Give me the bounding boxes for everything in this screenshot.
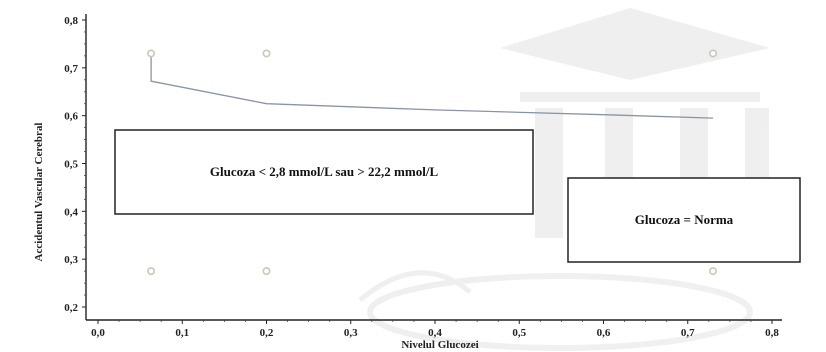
x-tick-label: 0,8 bbox=[765, 327, 779, 339]
y-axis-title: Accidentul Vascular Cerebral bbox=[33, 123, 45, 262]
x-tick-label: 0,5 bbox=[512, 327, 526, 339]
x-tick-label: 0,1 bbox=[175, 327, 189, 339]
data-point bbox=[709, 49, 718, 58]
y-tick-label: 0,2 bbox=[64, 302, 78, 314]
y-tick-label: 0,5 bbox=[64, 159, 78, 171]
y-tick-label: 0,4 bbox=[64, 206, 78, 218]
data-point bbox=[147, 267, 156, 276]
annotation-box-abnormal: Glucoza < 2,8 mmol/L sau > 22,2 mmol/L bbox=[114, 129, 534, 215]
annotation-box-normal: Glucoza = Norma bbox=[567, 177, 801, 263]
x-tick-label: 0,6 bbox=[597, 327, 611, 339]
x-tick-label: 0,4 bbox=[428, 327, 442, 339]
data-point bbox=[262, 267, 271, 276]
x-tick-label: 0,7 bbox=[681, 327, 695, 339]
data-point bbox=[262, 49, 271, 58]
plot-axes: 0,0 0,1 0,2 0,3 0,4 0,5 0,6 0,7 0,8 0,2 0,3 0,4 0,5 0… bbox=[64, 14, 782, 339]
y-tick-label: 0,7 bbox=[64, 63, 78, 75]
x-axis-title: Nivelul Glucozei bbox=[401, 339, 478, 351]
y-tick-label: 0,6 bbox=[64, 111, 78, 123]
x-tick-label: 0,3 bbox=[344, 327, 358, 339]
annotation-normal-label: Glucoza = Norma bbox=[635, 212, 734, 227]
y-tick-label: 0,8 bbox=[64, 15, 78, 27]
x-tick-label: 0,2 bbox=[260, 327, 274, 339]
marker-layer bbox=[147, 49, 718, 276]
series-layer bbox=[150, 54, 714, 119]
x-tick-label: 0,0 bbox=[91, 327, 105, 339]
annotation-abnormal-label: Glucoza < 2,8 mmol/L sau > 22,2 mmol/L bbox=[210, 164, 439, 179]
series-line bbox=[150, 54, 714, 119]
data-point bbox=[147, 49, 156, 58]
y-tick-label: 0,3 bbox=[64, 254, 78, 266]
data-point bbox=[709, 267, 718, 276]
